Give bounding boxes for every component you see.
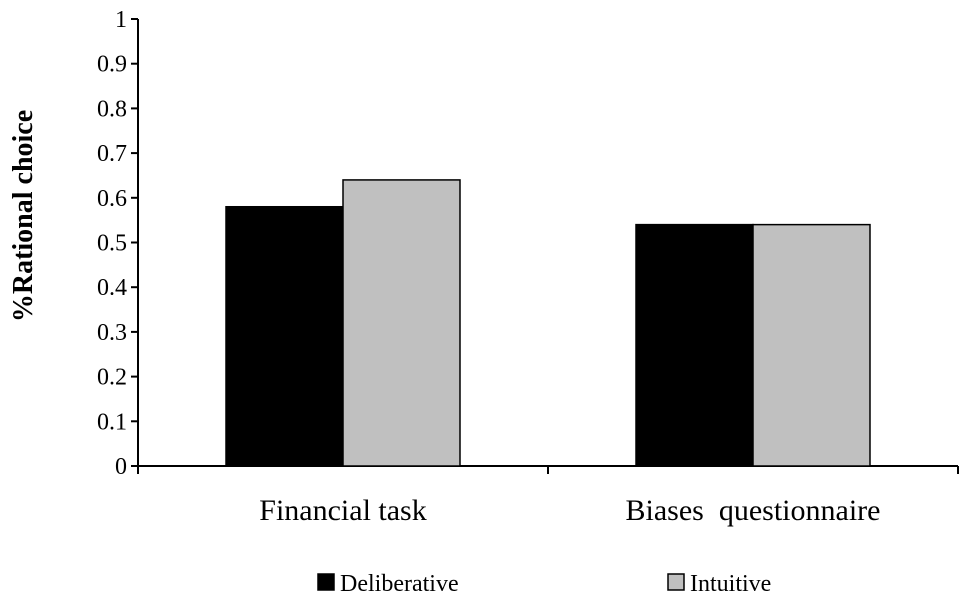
bar-intuitive-1 [342,179,461,467]
y-axis: 0 0.1 0.2 0.3 0.4 0.5 0.6 0.7 0.8 0.9 1 [97,7,139,480]
x-category-label: Biases questionnaire [626,494,881,527]
legend-swatch-intuitive [667,573,685,591]
legend: Deliberative Intuitive [317,571,771,597]
bar-deliberative-1 [225,205,344,467]
x-category-label: Financial task [259,494,426,527]
y-tick-label: 0.6 [97,186,127,212]
y-tick-label: 0.5 [97,231,127,257]
y-tick-label: 0.1 [97,409,127,435]
legend-label-intuitive: Intuitive [690,571,771,597]
legend-swatch-deliberative [317,573,335,591]
bars [225,179,871,467]
bar-intuitive-2 [752,223,871,467]
legend-label-deliberative: Deliberative [340,571,459,597]
y-tick-label: 0.3 [97,320,127,346]
y-tick-label: 0.7 [97,141,127,167]
x-axis: Financial task Biases questionnaire [137,465,959,527]
bar-deliberative-2 [635,223,754,467]
y-tick-label: 0.2 [97,365,127,391]
y-tick-label: 1 [115,7,127,33]
y-tick-label: 0.4 [97,275,127,301]
y-tick-label: 0.9 [97,52,127,78]
y-tick-label: 0 [115,454,127,480]
y-axis-title: %Rational choice [8,110,39,322]
y-tick-label: 0.8 [97,96,127,122]
